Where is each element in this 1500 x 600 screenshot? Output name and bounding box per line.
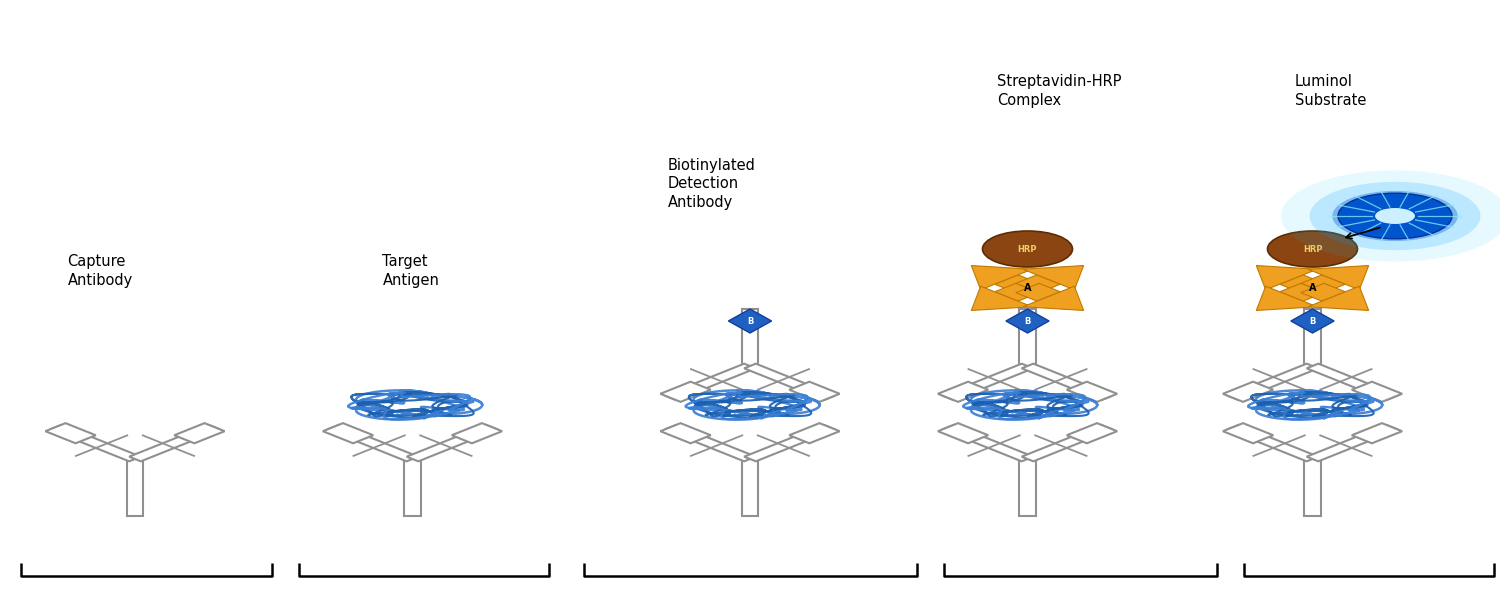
Polygon shape	[1352, 382, 1402, 402]
Polygon shape	[1066, 423, 1118, 443]
Polygon shape	[1352, 423, 1402, 443]
Circle shape	[1332, 191, 1458, 241]
Polygon shape	[1007, 309, 1048, 333]
Polygon shape	[50, 425, 141, 461]
Polygon shape	[664, 364, 756, 400]
Circle shape	[1281, 170, 1500, 262]
Circle shape	[982, 231, 1072, 267]
Polygon shape	[1022, 364, 1113, 400]
Text: Capture
Antibody: Capture Antibody	[68, 254, 132, 288]
Polygon shape	[789, 423, 840, 443]
Polygon shape	[1300, 283, 1346, 301]
Polygon shape	[664, 425, 756, 461]
Polygon shape	[1308, 266, 1368, 290]
Polygon shape	[729, 309, 771, 333]
Polygon shape	[1280, 275, 1324, 293]
Text: Target
Antigen: Target Antigen	[382, 254, 439, 288]
Polygon shape	[1222, 423, 1274, 443]
Polygon shape	[744, 364, 836, 400]
Text: B: B	[1024, 317, 1030, 325]
Polygon shape	[126, 459, 144, 516]
Polygon shape	[1300, 275, 1346, 293]
Polygon shape	[942, 364, 1034, 400]
Text: Streptavidin-HRP
Complex: Streptavidin-HRP Complex	[998, 74, 1122, 108]
Polygon shape	[129, 425, 220, 461]
Polygon shape	[1306, 425, 1398, 461]
Circle shape	[1376, 208, 1414, 224]
Polygon shape	[741, 309, 758, 366]
Polygon shape	[406, 425, 498, 461]
Polygon shape	[1222, 382, 1274, 402]
Polygon shape	[972, 286, 1032, 310]
Polygon shape	[1304, 309, 1320, 366]
Polygon shape	[45, 423, 96, 443]
Polygon shape	[744, 425, 836, 461]
Polygon shape	[741, 459, 758, 516]
Polygon shape	[789, 382, 840, 402]
Text: A: A	[1308, 283, 1317, 293]
Text: A: A	[1023, 283, 1032, 293]
Circle shape	[1310, 182, 1480, 250]
Text: Biotinylated
Detection
Antibody: Biotinylated Detection Antibody	[668, 158, 756, 210]
Polygon shape	[1023, 266, 1083, 290]
Polygon shape	[1257, 286, 1317, 310]
Polygon shape	[972, 266, 1032, 290]
Circle shape	[1268, 231, 1358, 267]
Polygon shape	[1280, 283, 1324, 301]
Polygon shape	[1304, 459, 1320, 516]
Polygon shape	[174, 423, 225, 443]
Text: HRP: HRP	[1017, 245, 1038, 253]
Text: B: B	[747, 317, 753, 325]
Text: HRP: HRP	[1302, 245, 1323, 253]
Circle shape	[1338, 193, 1452, 239]
Polygon shape	[1308, 286, 1368, 310]
Polygon shape	[1023, 286, 1083, 310]
Polygon shape	[938, 382, 988, 402]
Polygon shape	[994, 275, 1039, 293]
Text: Luminol
Substrate: Luminol Substrate	[1294, 74, 1366, 108]
Polygon shape	[327, 425, 419, 461]
Polygon shape	[994, 283, 1039, 301]
Polygon shape	[322, 423, 374, 443]
Polygon shape	[1016, 275, 1060, 293]
Polygon shape	[1257, 266, 1317, 290]
Polygon shape	[1022, 425, 1113, 461]
Polygon shape	[1306, 364, 1398, 400]
Polygon shape	[942, 425, 1034, 461]
Polygon shape	[660, 423, 711, 443]
Polygon shape	[1066, 382, 1118, 402]
Polygon shape	[1020, 459, 1035, 516]
Polygon shape	[1227, 425, 1318, 461]
Polygon shape	[660, 382, 711, 402]
Polygon shape	[1227, 364, 1318, 400]
Circle shape	[1338, 193, 1452, 239]
Polygon shape	[1292, 309, 1334, 333]
Polygon shape	[405, 459, 420, 516]
Polygon shape	[1016, 283, 1060, 301]
Polygon shape	[452, 423, 503, 443]
Text: B: B	[1310, 317, 1316, 325]
Polygon shape	[938, 423, 988, 443]
Polygon shape	[1020, 309, 1035, 366]
